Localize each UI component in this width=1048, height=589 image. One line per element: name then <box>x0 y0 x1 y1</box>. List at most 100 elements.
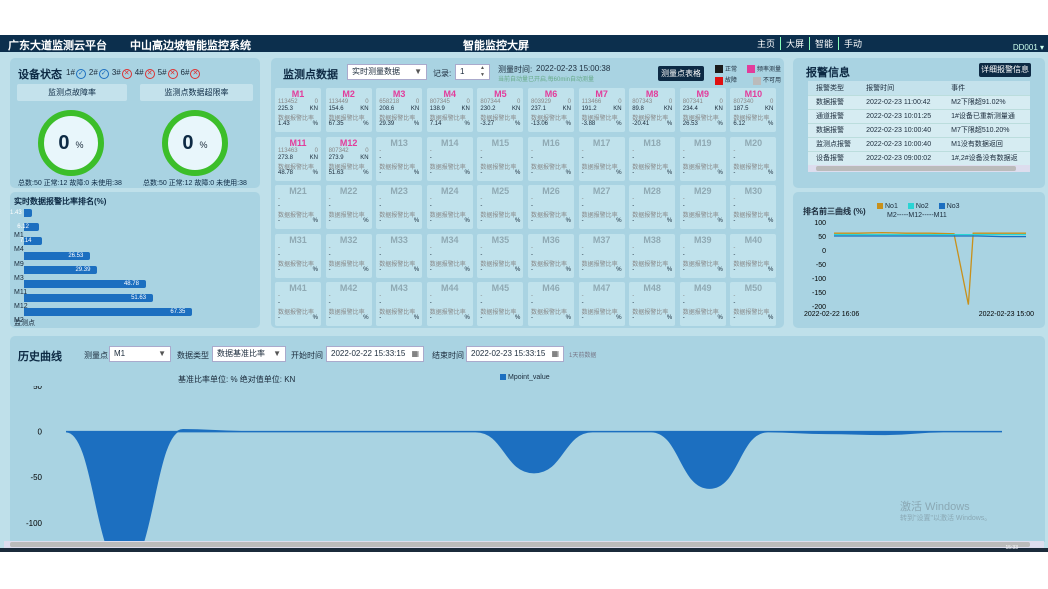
monitor-cell-m23[interactable]: M23 - - 数据报警比率 -% <box>376 185 423 230</box>
monitor-cell-m47[interactable]: M47 - - 数据报警比率 -% <box>578 282 625 327</box>
monitor-cell-m36[interactable]: M36 - - 数据报警比率 -% <box>528 233 574 278</box>
monitor-cell-m2[interactable]: M2 113449 0 154.6 KN 数据报警比率 67.35% <box>325 88 372 132</box>
monitor-cell-m1[interactable]: M1 113452 0 225.3 KN 数据报警比率 1.43% <box>275 88 321 132</box>
chevron-down-icon: ▼ <box>158 349 166 358</box>
device-1[interactable]: 1# ✓ <box>66 68 86 79</box>
cell-id: - <box>682 196 685 203</box>
monitor-cell-m37[interactable]: M37 - - 数据报警比率 -% <box>578 233 625 278</box>
monitor-cell-m21[interactable]: M21 - - 数据报警比率 -% <box>275 185 321 230</box>
monitor-cell-m10[interactable]: M10 807340 0 187.5 KN 数据报警比率 6.12% <box>730 88 777 132</box>
table-row[interactable]: 监测点报警 2022-02-23 10:00:40 M1没有数据返回 <box>808 137 1030 152</box>
monitor-cell-m25[interactable]: M25 - - 数据报警比率 -% <box>477 185 524 230</box>
monitor-cell-m32[interactable]: M32 - - 数据报警比率 -% <box>325 233 372 278</box>
monitor-cell-m20[interactable]: M20 - - 数据报警比率 -% <box>730 136 777 181</box>
cell-ratio: -% <box>379 315 420 322</box>
page-scrollbar[interactable] <box>4 541 1044 548</box>
table-row[interactable]: 数据报警 2022-02-23 11:00:42 M2下限超91.02% <box>808 95 1030 110</box>
cell-value: - <box>379 251 382 258</box>
monitor-cell-m19[interactable]: M19 - - 数据报警比率 -% <box>679 136 726 181</box>
monitor-cell-m33[interactable]: M33 - - 数据报警比率 -% <box>376 233 423 278</box>
monitor-cell-m42[interactable]: M42 - - 数据报警比率 -% <box>325 282 372 327</box>
nav-bigscreen[interactable]: 大屏 <box>780 37 809 50</box>
monitor-cell-m16[interactable]: M16 - - 数据报警比率 -% <box>528 136 574 181</box>
device-4[interactable]: 4# ✕ <box>135 68 155 79</box>
monitor-cell-m17[interactable]: M17 - - 数据报警比率 -% <box>578 136 625 181</box>
monitor-cell-m13[interactable]: M13 - - 数据报警比率 -% <box>376 136 423 181</box>
taskbar: 15:33 <box>0 545 1048 552</box>
time-value: 2022-02-23 15:00:38 <box>536 64 611 73</box>
cell-name: M9 <box>696 89 710 99</box>
cell-ratio: -% <box>379 218 420 225</box>
cell-caption: 数据报警比率 <box>531 310 568 317</box>
monitor-cell-m8[interactable]: M8 807343 0 89.8 KN 数据报警比率 -20.41% <box>629 88 676 132</box>
end-time-input[interactable]: 2022-02-23 15:33:15 ▦ <box>466 346 564 362</box>
monitor-cell-m48[interactable]: M48 - - 数据报警比率 -% <box>629 282 676 327</box>
measure-table-button[interactable]: 测量点表格 <box>658 66 704 81</box>
monitor-cell-m14[interactable]: M14 - - 数据报警比率 -% <box>426 136 473 181</box>
monitor-cell-m15[interactable]: M15 - - 数据报警比率 -% <box>477 136 524 181</box>
monitor-cell-m29[interactable]: M29 - - 数据报警比率 -% <box>679 185 726 230</box>
monitor-cell-m41[interactable]: M41 - - 数据报警比率 -% <box>275 282 321 327</box>
monitor-cell-m4[interactable]: M4 807345 0 138.9 KN 数据报警比率 7.14% <box>426 88 473 132</box>
monitor-cell-m50[interactable]: M50 - - 数据报警比率 -% <box>730 282 777 327</box>
monitor-cell-m22[interactable]: M22 - - 数据报警比率 -% <box>325 185 372 230</box>
nav-home[interactable]: 主页 <box>757 39 776 49</box>
point-label: 测量点 <box>84 351 108 360</box>
alarm-table: 报警类型 报警时间 事件 数据报警 2022-02-23 11:00:42 M2下限超9… <box>808 81 1030 166</box>
cell-ratio: -% <box>581 169 622 176</box>
cell-value: - <box>581 154 584 161</box>
cell-ratio: -% <box>480 218 521 225</box>
cell-id: 113449 0 <box>328 99 369 105</box>
type-select[interactable]: 数据基准比率 ▼ <box>212 346 286 362</box>
monitor-cell-m5[interactable]: M5 807344 0 230.2 KN 数据报警比率 -3.27% <box>477 88 524 132</box>
monitor-cell-m6[interactable]: M6 803929 0 237.1 KN 数据报警比率 -13.06% <box>528 88 574 132</box>
monitor-cell-m27[interactable]: M27 - - 数据报警比率 -% <box>578 185 625 230</box>
cell-id: 807344 0 <box>480 99 521 105</box>
table-row[interactable]: 数据报警 2022-02-23 10:00:40 M7下限超510.20% <box>808 123 1030 138</box>
table-row[interactable]: 通道报警 2022-02-23 10:01:25 1#设备已重新测量通 <box>808 109 1030 124</box>
monitor-cell-m11[interactable]: M11 113463 0 273.8 KN 数据报警比率 48.78% <box>275 136 321 181</box>
monitor-cell-m38[interactable]: M38 - - 数据报警比率 -% <box>629 233 676 278</box>
y-tick-label: 50 <box>33 386 42 391</box>
monitor-cell-m30[interactable]: M30 - - 数据报警比率 -% <box>730 185 777 230</box>
cell-ratio: -3.27% <box>480 121 521 127</box>
record-stepper[interactable]: 1 ▲ ▼ <box>455 64 490 80</box>
cell-id: - <box>581 244 584 251</box>
monitor-cell-m12[interactable]: M12 807342 0 273.9 KN 数据报警比率 51.63% <box>325 136 372 181</box>
monitor-cell-m28[interactable]: M28 - - 数据报警比率 -% <box>629 185 676 230</box>
monitor-cell-m26[interactable]: M26 - - 数据报警比率 -% <box>528 185 574 230</box>
alarm-scrollbar[interactable] <box>808 165 1030 172</box>
device-5[interactable]: 5# ✕ <box>158 68 178 79</box>
monitor-cell-m39[interactable]: M39 - - 数据报警比率 -% <box>679 233 726 278</box>
monitor-cell-m7[interactable]: M7 113466 0 191.2 KN 数据报警比率 -3.88% <box>578 88 625 132</box>
cell-name: M41 <box>289 283 307 294</box>
monitor-cell-m40[interactable]: M40 - - 数据报警比率 -% <box>730 233 777 278</box>
monitor-cell-m3[interactable]: M3 658218 0 208.6 KN 数据报警比率 29.39% <box>376 88 423 132</box>
device-6[interactable]: 6# ✕ <box>181 68 201 79</box>
monitor-cell-m35[interactable]: M35 - - 数据报警比率 -% <box>477 233 524 278</box>
user-menu[interactable]: DD001 ▾ <box>1012 43 1044 52</box>
monitor-cell-m43[interactable]: M43 - - 数据报警比率 -% <box>376 282 423 327</box>
monitor-cell-m9[interactable]: M9 807341 0 234.4 KN 数据报警比率 26.53% <box>679 88 726 132</box>
device-3[interactable]: 3# ✕ <box>112 68 132 79</box>
monitor-cell-m18[interactable]: M18 - - 数据报警比率 -% <box>629 136 676 181</box>
nav-smart[interactable]: 智能 <box>809 37 838 50</box>
cell-id: - <box>480 196 483 203</box>
monitor-cell-m45[interactable]: M45 - - 数据报警比率 -% <box>477 282 524 327</box>
device-2[interactable]: 2# ✓ <box>89 68 109 79</box>
mode-select[interactable]: 实时测量数据 ▼ <box>347 64 427 80</box>
monitor-cell-m46[interactable]: M46 - - 数据报警比率 -% <box>528 282 574 327</box>
start-time-input[interactable]: 2022-02-22 15:33:15 ▦ <box>326 346 424 362</box>
point-select[interactable]: M1 ▼ <box>109 346 171 362</box>
monitor-cell-m31[interactable]: M31 - - 数据报警比率 -% <box>275 233 321 278</box>
table-row[interactable]: 设备报警 2022-02-23 09:00:02 1#,2#设备没有数据返 <box>808 151 1030 166</box>
monitor-cell-m44[interactable]: M44 - - 数据报警比率 -% <box>426 282 473 327</box>
cell-id: - <box>682 147 685 154</box>
monitor-cell-m49[interactable]: M49 - - 数据报警比率 -% <box>679 282 726 327</box>
nav-manual[interactable]: 手动 <box>838 37 867 50</box>
monitor-cell-m34[interactable]: M34 - - 数据报警比率 -% <box>426 233 473 278</box>
cell-id: - <box>328 293 331 300</box>
rank-bar <box>24 223 40 232</box>
monitor-cell-m24[interactable]: M24 - - 数据报警比率 -% <box>426 185 473 230</box>
alarm-detail-button[interactable]: 详细报警信息 <box>979 63 1031 77</box>
